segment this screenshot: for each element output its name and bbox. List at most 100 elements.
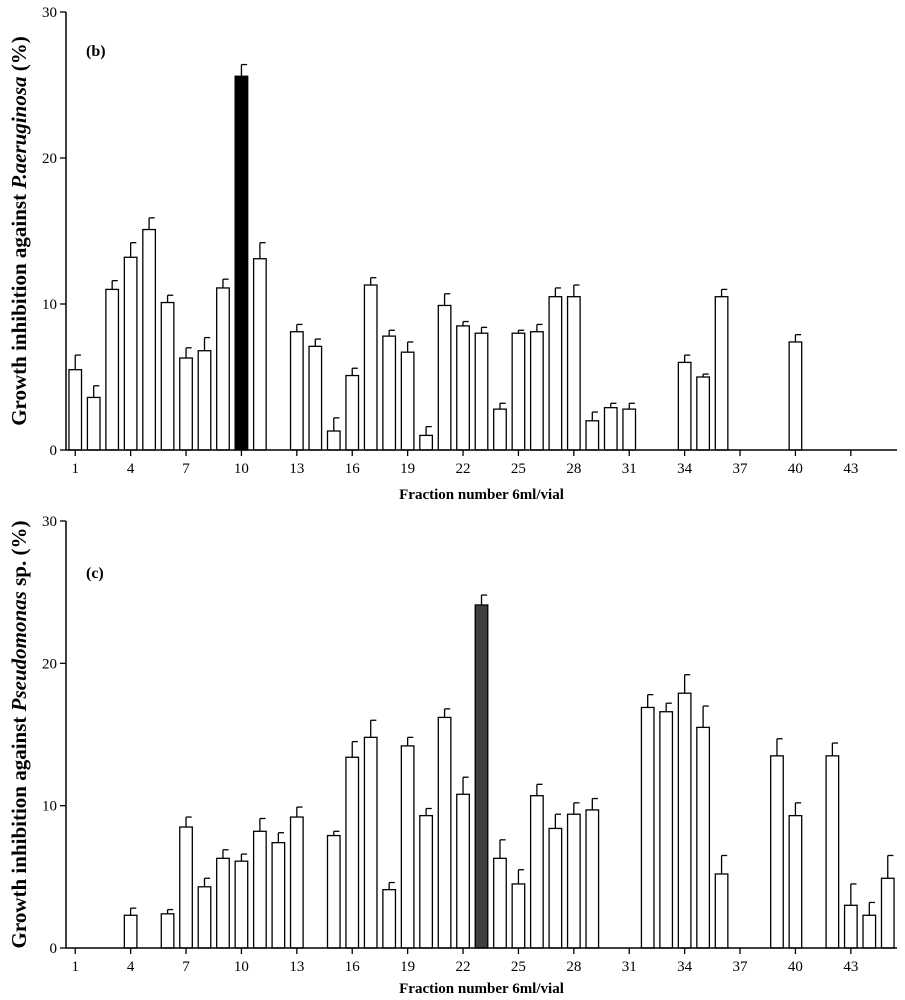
bar: [696, 376, 711, 451]
bar: [160, 913, 175, 949]
bar: [788, 814, 803, 949]
bar: [677, 692, 692, 949]
bar: [585, 420, 600, 451]
bar: [382, 335, 397, 451]
x-tick-label: 19: [400, 461, 415, 477]
y-tick-label: 0: [50, 941, 58, 957]
bar: [179, 357, 193, 451]
x-tick-label: 37: [733, 959, 749, 975]
bar: [216, 287, 230, 451]
panel-label: (c): [86, 565, 104, 582]
bar: [714, 296, 729, 451]
x-axis-label: Fraction number 6ml/vial: [399, 981, 564, 997]
bar: [474, 332, 489, 451]
bar: [511, 883, 526, 949]
bar: [511, 332, 526, 451]
bar: [788, 341, 803, 451]
bar: [400, 745, 415, 949]
bar: [825, 755, 840, 949]
x-tick-label: 31: [622, 461, 637, 477]
bar: [714, 873, 729, 949]
bar: [640, 706, 655, 949]
y-tick-label: 10: [42, 799, 57, 815]
x-tick-label: 34: [677, 461, 693, 477]
x-tick-label: 13: [289, 461, 304, 477]
x-tick-label: 10: [234, 959, 249, 975]
bar: [456, 793, 470, 949]
bar: [345, 374, 360, 451]
bar: [529, 795, 544, 949]
x-tick-label: 7: [182, 959, 190, 975]
bar: [234, 75, 249, 451]
x-tick-label: 28: [566, 959, 581, 975]
x-tick-label: 37: [733, 461, 749, 477]
bar: [289, 816, 304, 949]
bar: [105, 288, 120, 451]
bar: [659, 711, 674, 949]
bar: [843, 904, 858, 949]
x-axis-label: Fraction number 6ml/vial: [399, 487, 564, 503]
x-tick-label: 4: [127, 959, 135, 975]
y-tick-label: 10: [42, 297, 57, 313]
bar: [493, 857, 507, 949]
x-tick-label: 4: [127, 461, 135, 477]
bar: [548, 296, 563, 451]
bar: [363, 736, 378, 949]
x-tick-label: 28: [566, 461, 581, 477]
x-tick-label: 16: [345, 959, 361, 975]
y-tick-label: 30: [42, 514, 57, 530]
bar: [456, 325, 470, 451]
x-tick-label: 40: [788, 461, 803, 477]
bar: [252, 258, 267, 451]
bar: [566, 813, 581, 949]
bar: [345, 756, 360, 949]
y-tick-label: 20: [42, 656, 57, 672]
panel-label: (b): [86, 43, 106, 60]
bar: [382, 888, 397, 949]
chart-panel-1: 0 10 20 30 1 4 7 10 13 16 19 22 25 28 31 34 37 40 43 Fracti…: [7, 5, 897, 503]
bar: [585, 809, 600, 949]
bar: [234, 860, 249, 949]
bar: [68, 369, 83, 451]
bar: [677, 361, 692, 451]
x-tick-label: 19: [400, 959, 415, 975]
bar: [308, 345, 323, 451]
x-tick-label: 31: [622, 959, 637, 975]
bar: [566, 296, 581, 451]
bar: [289, 331, 304, 451]
bar: [880, 877, 895, 949]
bar: [216, 857, 230, 949]
bar: [326, 430, 341, 451]
x-tick-label: 22: [456, 461, 471, 477]
bar: [123, 256, 138, 451]
x-tick-label: 1: [71, 461, 79, 477]
bar: [529, 331, 544, 451]
bar: [696, 726, 711, 949]
bar: [326, 834, 341, 949]
x-tick-label: 43: [843, 461, 858, 477]
y-axis-label: Growth inhibition against P.aeruginosa (…: [7, 36, 31, 426]
x-tick-label: 34: [677, 959, 693, 975]
chart-panel-2: 0 10 20 30 1 4 7 10 13 16 19 22 25 28 31 34 37 40 43 Fracti…: [7, 514, 897, 997]
y-tick-label: 0: [50, 443, 58, 459]
bar: [419, 814, 434, 949]
x-tick-label: 43: [843, 959, 858, 975]
bar: [493, 408, 507, 451]
bar: [363, 284, 378, 451]
x-tick-label: 7: [182, 461, 190, 477]
x-tick-label: 22: [456, 959, 471, 975]
y-axis-label: Growth inhibition against Pseudomonas sp…: [7, 521, 31, 949]
bar: [179, 826, 193, 949]
x-tick-label: 1: [71, 959, 79, 975]
x-tick-label: 10: [234, 461, 249, 477]
bar: [142, 228, 157, 451]
bar: [123, 914, 138, 949]
x-tick-label: 25: [511, 461, 526, 477]
bar: [437, 304, 452, 451]
bar: [437, 716, 452, 949]
bar: [400, 351, 415, 451]
bar: [770, 755, 784, 949]
bar: [474, 604, 489, 949]
bar: [86, 396, 101, 451]
